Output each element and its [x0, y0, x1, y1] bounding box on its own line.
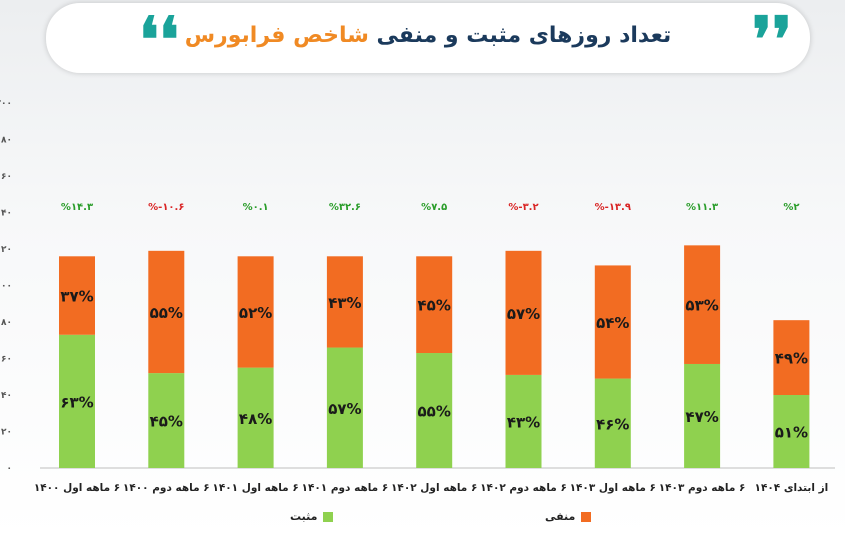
y-tick-label: ۱۴۰	[0, 209, 12, 219]
y-tick-label: ۲۰۰	[0, 99, 12, 109]
x-tick-label: ۶ ماهه دوم ۱۴۰۱	[302, 482, 389, 494]
bar-positive-label: ۴۸%	[239, 410, 272, 428]
change-label: %۱۴.۳	[61, 202, 93, 213]
x-tick-label: ۶ ماهه دوم ۱۴۰۰	[123, 482, 210, 494]
legend-positive: مثبت	[290, 510, 334, 523]
bar-positive	[237, 367, 274, 468]
bar-positive-label: ۴۳%	[507, 413, 540, 431]
bar-negative	[594, 265, 631, 379]
legend-negative-swatch	[581, 511, 592, 522]
legend-negative: منفی	[545, 510, 592, 523]
bar-positive-label: ۵۱%	[775, 424, 808, 442]
chart-title-main: تعداد روزهای مثبت و منفی	[376, 23, 672, 48]
legend-positive-label: مثبت	[290, 510, 318, 523]
change-label: %-۱۳.۹	[595, 202, 631, 213]
bar-positive	[594, 378, 631, 468]
x-tick-label: ۶ ماهه اول ۱۴۰۲	[391, 482, 477, 494]
title-banner: ❛❛ تعداد روزهای مثبت و منفی شاخص فرابورس…	[46, 3, 810, 73]
change-label: %۳۲.۶	[329, 202, 361, 213]
x-tick-label: از ابتدای ۱۴۰۴	[755, 482, 829, 494]
bar-negative-label: ۴۹%	[775, 350, 808, 368]
x-tick-label: ۶ ماهه دوم ۱۴۰۳	[659, 482, 746, 494]
bar-negative-label: ۴۳%	[328, 294, 361, 312]
bar-negative-label: ۵۴%	[596, 314, 629, 332]
bar-negative-label: ۵۲%	[239, 304, 272, 322]
bar-negative	[326, 256, 363, 348]
bar-positive	[773, 395, 810, 468]
change-label: %۱۱.۳	[686, 202, 718, 213]
bar-positive-label: ۴۷%	[685, 408, 718, 426]
bar-positive-label: ۶۳%	[60, 393, 93, 411]
x-tick-label: ۶ ماهه دوم ۱۴۰۲	[480, 482, 567, 494]
chart-title-highlight: شاخص فرابورس	[184, 23, 369, 48]
bar-positive	[326, 347, 363, 468]
change-label: %۰.۱	[243, 202, 269, 213]
y-tick-label: ۴۰	[1, 391, 12, 401]
bar-negative-label: ۵۵%	[150, 304, 183, 322]
change-label: %-۳.۲	[508, 202, 538, 213]
legend-positive-swatch	[323, 511, 334, 522]
legend-negative-label: منفی	[545, 510, 576, 523]
bar-negative-label: ۳۷%	[60, 288, 93, 306]
bar-positive	[684, 363, 721, 468]
y-tick-label: ۱۲۰	[0, 245, 12, 255]
y-tick-label: ۲۰	[1, 428, 12, 438]
y-tick-label: ۶۰	[1, 355, 12, 365]
bar-positive	[148, 373, 185, 468]
bar-negative-label: ۴۵%	[418, 297, 451, 315]
quote-close-icon: ❜❜	[752, 3, 792, 76]
bar-positive-label: ۵۷%	[328, 400, 361, 418]
bar-negative	[505, 250, 542, 375]
bar-negative-label: ۵۳%	[685, 297, 718, 315]
bar-negative	[416, 256, 453, 354]
bar-positive-label: ۴۵%	[150, 413, 183, 431]
x-tick-label: ۶ ماهه اول ۱۴۰۱	[212, 482, 298, 494]
bar-positive-label: ۴۶%	[596, 415, 629, 433]
y-tick-label: ۱۰۰	[0, 282, 12, 292]
x-tick-label: ۶ ماهه اول ۱۴۰۳	[570, 482, 656, 494]
bar-positive-label: ۵۵%	[418, 403, 451, 421]
bar-negative	[773, 320, 810, 395]
bar-negative-label: ۵۷%	[507, 305, 540, 323]
bar-negative	[684, 245, 721, 364]
change-label: %۲	[783, 202, 799, 213]
y-tick-label: ۰	[7, 464, 13, 474]
y-tick-label: ۱۸۰	[0, 136, 12, 146]
quote-open-icon: ❛❛	[139, 3, 179, 76]
change-label: %-۱۰.۶	[148, 202, 184, 213]
bar-positive	[416, 353, 453, 468]
bar-positive	[505, 374, 542, 468]
chart-title: تعداد روزهای مثبت و منفی شاخص فرابورس	[46, 23, 810, 48]
bar-negative	[237, 256, 274, 368]
bar-negative	[59, 256, 95, 335]
y-tick-label: ۸۰	[1, 318, 12, 328]
bar-positive	[59, 334, 95, 468]
bar-negative	[148, 250, 185, 374]
y-tick-label: ۱۶۰	[0, 172, 12, 182]
change-label: %۷.۵	[421, 202, 447, 213]
x-tick-label: ۶ ماهه اول ۱۴۰۰	[34, 482, 120, 494]
